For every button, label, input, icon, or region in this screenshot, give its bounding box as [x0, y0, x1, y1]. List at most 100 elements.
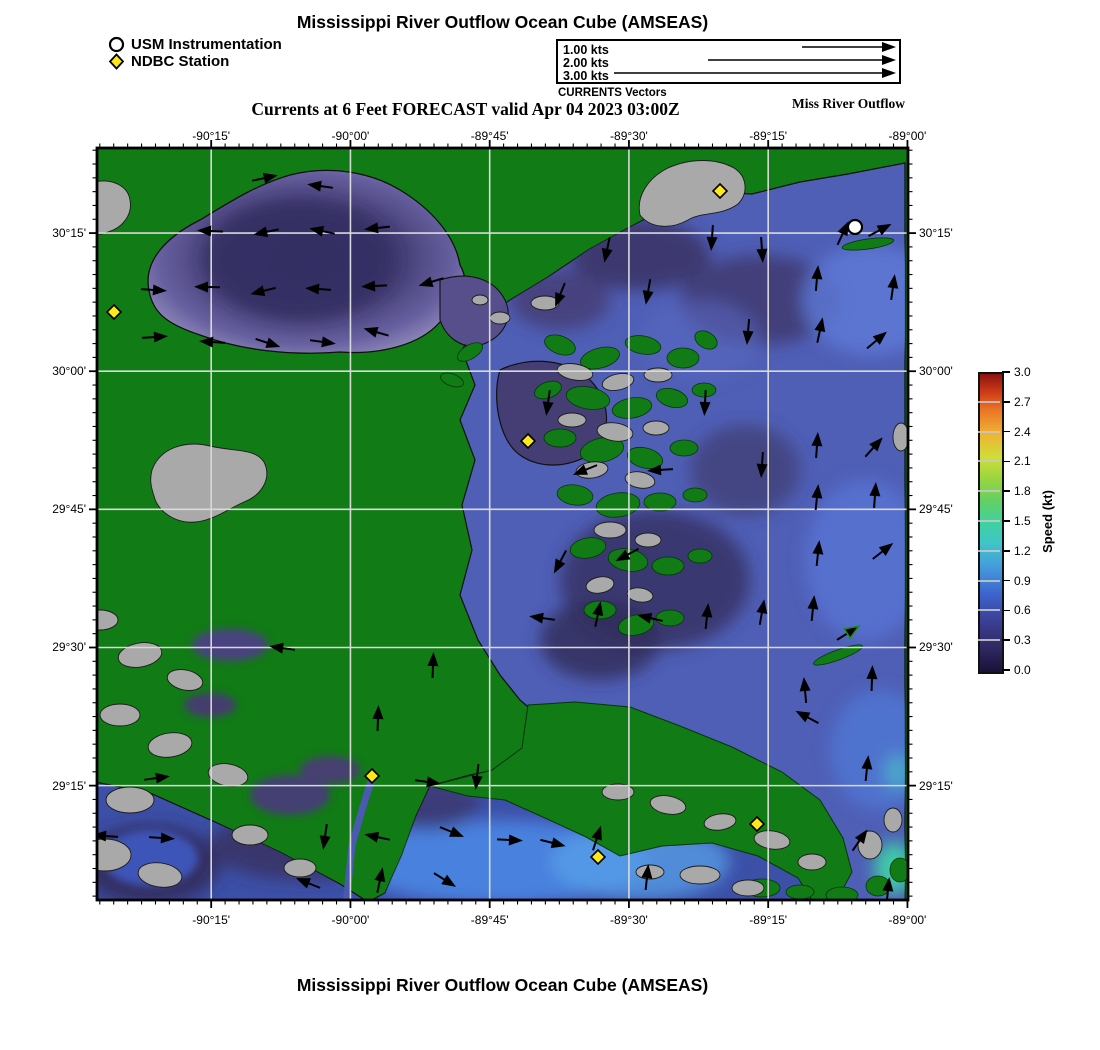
current-arrow	[592, 601, 604, 627]
current-arrow	[309, 225, 335, 237]
station-markers	[105, 182, 864, 866]
current-arrow	[427, 652, 439, 679]
current-arrow	[305, 283, 332, 295]
current-arrow	[414, 776, 441, 788]
colorbar-tick-label: 0.9	[1014, 573, 1031, 588]
current-arrow	[814, 317, 826, 343]
lon-tick-label-top: -90°15'	[192, 129, 231, 143]
current-arrow	[374, 867, 386, 893]
lon-tick-label-top: -89°00'	[888, 129, 927, 143]
colorbar-tick	[1002, 371, 1010, 373]
current-arrow	[701, 603, 713, 630]
usm-circle-icon	[108, 36, 125, 53]
lon-tick-label-top: -89°15'	[749, 129, 788, 143]
legend-label-usm: USM Instrumentation	[131, 36, 282, 53]
map-frame	[95, 146, 910, 902]
colorbar-tick	[1002, 639, 1010, 641]
ndbc-station-marker	[748, 815, 766, 833]
colorbar-tick-label: 2.4	[1014, 424, 1031, 439]
current-arrow	[637, 612, 663, 624]
lon-tick-label-bottom: -90°00'	[331, 913, 370, 927]
current-arrow	[887, 274, 899, 301]
current-arrow	[807, 595, 819, 622]
current-arrow	[253, 226, 279, 238]
gridlines	[97, 148, 908, 900]
current-arrow	[836, 221, 849, 246]
lon-tick-label-bottom: -90°15'	[192, 913, 231, 927]
vector-scale-1kt-label: 1.00 kts	[563, 43, 609, 57]
colorbar-label: Speed (kt)	[1039, 489, 1055, 553]
colorbar-gridline	[978, 639, 1000, 642]
colorbar-tick-label: 0.6	[1014, 603, 1031, 618]
current-arrow	[439, 826, 465, 837]
ndbc-station-marker	[519, 432, 537, 450]
current-arrow	[542, 389, 554, 416]
colorbar-tick-label: 1.2	[1014, 543, 1031, 558]
current-arrow	[309, 336, 336, 348]
legend-label-ndbc: NDBC Station	[131, 53, 230, 70]
forecast-subtitle: Currents at 6 Feet FORECAST valid Apr 04…	[251, 99, 680, 119]
current-arrow	[540, 837, 566, 849]
usm-instrumentation-marker	[846, 218, 864, 236]
ndbc-station-marker	[363, 767, 381, 785]
lat-tick-label-left: 30°00'	[52, 364, 86, 379]
lat-tick-label-right: 29°30'	[919, 640, 953, 655]
colorbar-tick-label: 1.8	[1014, 484, 1031, 499]
colorbar-gridline	[978, 520, 1000, 522]
vector-scale-2kt-label: 2.00 kts	[563, 56, 609, 70]
current-arrow	[433, 872, 457, 887]
colorbar	[978, 372, 1004, 674]
current-arrow	[642, 279, 654, 305]
current-arrow	[529, 612, 556, 624]
current-arrow	[372, 705, 384, 732]
lon-tick-label-bottom: -89°00'	[888, 913, 927, 927]
colorbar-tick-label: 0.3	[1014, 633, 1031, 648]
colorbar-gridline	[978, 460, 1000, 463]
current-arrow	[866, 665, 878, 692]
lon-tick-label-bottom: -89°15'	[749, 913, 788, 927]
lon-tick-label-bottom: -89°45'	[470, 913, 509, 927]
current-arrow	[295, 878, 321, 889]
current-arrow	[756, 451, 768, 478]
lat-tick-label-right: 29°15'	[919, 778, 953, 793]
northshore-gray	[97, 180, 131, 236]
current-arrow	[572, 464, 598, 475]
current-arrow	[319, 823, 331, 850]
colorbar-tick-label: 2.1	[1014, 454, 1031, 469]
legend: USM Instrumentation NDBC Station	[108, 36, 282, 70]
current-arrow	[418, 276, 444, 287]
current-arrow	[851, 829, 868, 852]
lon-tick-label-bottom: -89°30'	[610, 913, 648, 927]
colorbar-tick	[1002, 490, 1010, 492]
lon-tick-label-top: -89°30'	[610, 129, 648, 143]
current-arrow	[601, 237, 613, 263]
current-arrow	[140, 284, 167, 296]
current-arrow	[864, 437, 883, 458]
current-arrow	[555, 282, 566, 308]
current-arrow	[307, 180, 334, 192]
page-title: Mississippi River Outflow Ocean Cube (AM…	[296, 12, 709, 32]
colorbar-gridline	[978, 400, 1000, 403]
current-arrow	[250, 285, 276, 297]
current-arrow	[699, 389, 711, 416]
current-arrow	[811, 484, 823, 511]
current-arrow	[361, 280, 388, 292]
current-arrow	[143, 772, 170, 784]
current-arrow	[97, 830, 119, 842]
ndbc-diamond-icon	[108, 53, 125, 70]
colorbar-tick	[1002, 669, 1010, 671]
lake-east-lobe	[439, 275, 509, 347]
current-arrow	[861, 755, 873, 782]
current-vector-arrows	[97, 172, 899, 900]
lon-tick-label-top: -90°00'	[331, 129, 370, 143]
land-patches-gray	[97, 294, 908, 897]
current-arrow	[811, 265, 823, 292]
current-arrow	[148, 832, 175, 844]
current-arrow	[799, 677, 811, 704]
colorbar-tick	[1002, 460, 1010, 463]
colorbar-tick-label: 1.5	[1014, 514, 1031, 528]
legend-item-ndbc: NDBC Station	[108, 53, 282, 70]
region-note: Miss River Outflow	[792, 96, 905, 111]
lat-tick-label-left: 29°30'	[52, 640, 86, 655]
